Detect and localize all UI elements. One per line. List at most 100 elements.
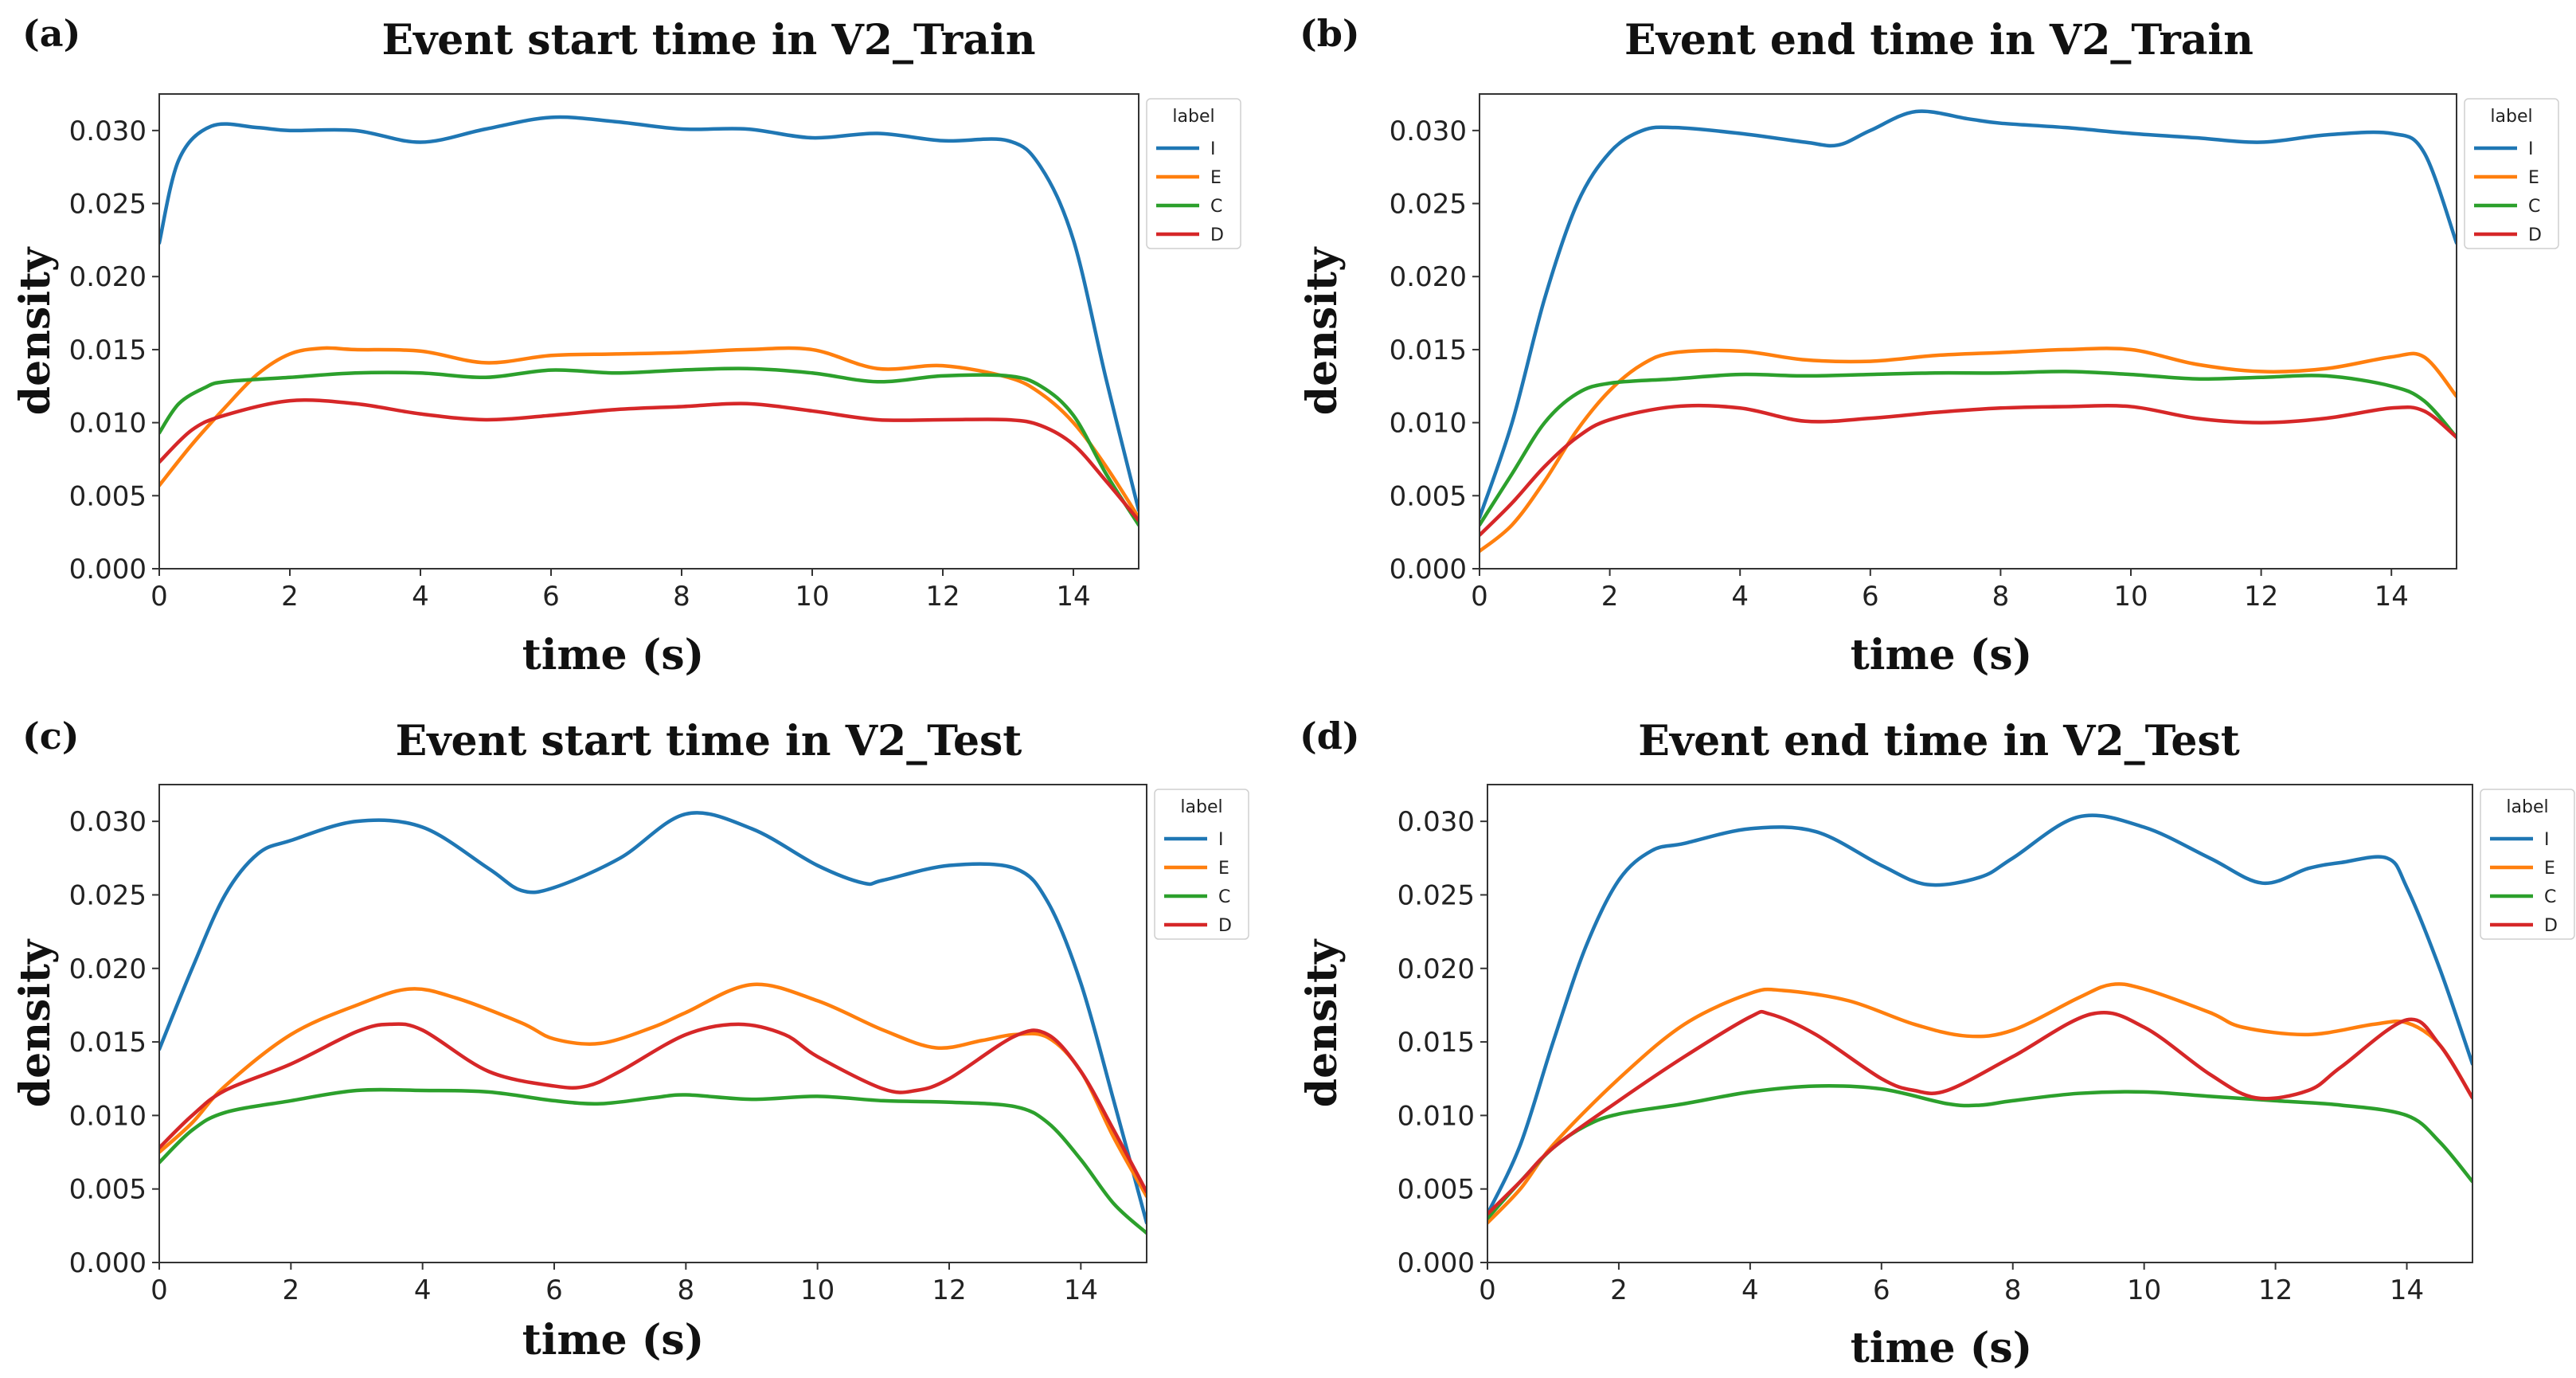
y-tick-label: 0.025 bbox=[69, 879, 147, 911]
x-tick-label: 0 bbox=[150, 581, 168, 613]
chart-title: Event end time in V2_Train bbox=[1624, 16, 2254, 65]
y-axis-label: density bbox=[11, 246, 60, 415]
x-tick-label: 0 bbox=[1479, 1274, 1496, 1306]
chart-panel-4: (d) Event end time in V2_Test 0 2 4 6 8 10 12 14 0… bbox=[1298, 714, 2575, 1372]
y-tick-label: 0.010 bbox=[1390, 408, 1467, 440]
y-tick-label: 0.000 bbox=[69, 1247, 147, 1279]
legend-label-C: C bbox=[2528, 197, 2540, 217]
x-tick-label: 6 bbox=[545, 1274, 563, 1306]
series-line-I bbox=[1487, 813, 2472, 1216]
legend-title: label bbox=[1180, 797, 1222, 817]
y-tick-label: 0.015 bbox=[69, 335, 147, 366]
y-tick-label: 0.020 bbox=[69, 261, 147, 293]
panel-label: (b) bbox=[1300, 12, 1360, 55]
legend-label-E: E bbox=[2528, 168, 2539, 188]
legend-label-E: E bbox=[2544, 859, 2555, 879]
legend-label-E: E bbox=[1218, 859, 1229, 879]
y-tick-label: 0.015 bbox=[69, 1027, 147, 1059]
legend-box bbox=[2480, 789, 2575, 940]
x-tick-label: 14 bbox=[1064, 1274, 1098, 1306]
legend-label-C: C bbox=[2544, 887, 2556, 907]
x-tick-label: 12 bbox=[932, 1274, 966, 1306]
y-tick-label: 0.010 bbox=[1397, 1100, 1475, 1132]
x-tick-label: 4 bbox=[414, 1274, 432, 1306]
y-tick-label: 0.020 bbox=[1390, 261, 1467, 293]
legend-label-C: C bbox=[1210, 197, 1222, 217]
y-tick-label: 0.030 bbox=[1397, 806, 1475, 838]
chart-panel-1: (a) Event start time in V2_Train 0 2 4 6 8 10 12… bbox=[11, 12, 1241, 679]
y-tick-label: 0.020 bbox=[69, 953, 147, 985]
legend-label-D: D bbox=[1218, 916, 1232, 936]
series-line-D bbox=[1487, 1009, 2472, 1216]
y-tick-label: 0.000 bbox=[69, 554, 147, 585]
y-tick-label: 0.005 bbox=[1397, 1174, 1475, 1206]
legend-label-D: D bbox=[2528, 225, 2542, 245]
x-tick-label: 10 bbox=[2127, 1274, 2161, 1306]
series-line-D bbox=[1480, 403, 2457, 538]
chart-title: Event end time in V2_Test bbox=[1638, 717, 2240, 765]
y-tick-label: 0.030 bbox=[69, 806, 147, 838]
legend-label-C: C bbox=[1218, 887, 1230, 907]
y-tick-label: 0.005 bbox=[69, 480, 147, 512]
x-tick-label: 12 bbox=[925, 581, 960, 613]
legend-title: label bbox=[2506, 797, 2548, 817]
x-tick-label: 8 bbox=[1992, 581, 2010, 613]
y-axis-label: density bbox=[1298, 246, 1347, 415]
x-tick-label: 2 bbox=[281, 581, 299, 613]
legend-label-I: I bbox=[2544, 830, 2550, 850]
plot-frame bbox=[158, 93, 1139, 570]
series-group bbox=[1487, 813, 2472, 1225]
x-axis-label: time (s) bbox=[522, 1316, 704, 1364]
y-tick-label: 0.020 bbox=[1397, 953, 1475, 985]
legend-label-D: D bbox=[1210, 225, 1224, 245]
x-tick-label: 6 bbox=[1862, 581, 1879, 613]
x-tick-label: 14 bbox=[2375, 581, 2409, 613]
legend-label-I: I bbox=[1218, 830, 1224, 850]
panel-label: (c) bbox=[22, 714, 80, 758]
series-line-D bbox=[159, 1022, 1147, 1194]
x-tick-label: 10 bbox=[795, 581, 829, 613]
y-axis-label: density bbox=[1298, 938, 1347, 1107]
legend-label-I: I bbox=[1210, 139, 1216, 159]
legend-box bbox=[2464, 98, 2559, 249]
y-tick-label: 0.010 bbox=[69, 408, 147, 440]
series-line-D bbox=[159, 398, 1139, 523]
series-line-C bbox=[1480, 370, 2457, 527]
x-tick-label: 2 bbox=[1601, 581, 1619, 613]
legend-box bbox=[1154, 789, 1249, 940]
y-tick-label: 0.015 bbox=[1390, 335, 1467, 366]
y-tick-label: 0.005 bbox=[1390, 480, 1467, 512]
chart-panel-2: (b) Event end time in V2_Train 0 2 4 6 8 10 12 14… bbox=[1298, 12, 2559, 679]
x-axis-label: time (s) bbox=[522, 631, 704, 679]
x-tick-label: 10 bbox=[800, 1274, 835, 1306]
series-line-E bbox=[1480, 346, 2457, 554]
x-tick-label: 12 bbox=[2258, 1274, 2293, 1306]
y-tick-label: 0.030 bbox=[69, 115, 147, 147]
x-tick-label: 12 bbox=[2244, 581, 2278, 613]
series-line-C bbox=[159, 1087, 1147, 1235]
series-line-E bbox=[159, 982, 1147, 1199]
x-tick-label: 2 bbox=[283, 1274, 300, 1306]
series-line-I bbox=[159, 115, 1139, 512]
x-tick-label: 6 bbox=[542, 581, 560, 613]
series-line-I bbox=[1480, 109, 2457, 520]
plot-frame bbox=[1479, 93, 2457, 570]
x-tick-label: 8 bbox=[678, 1274, 695, 1306]
x-tick-label: 4 bbox=[412, 581, 429, 613]
series-line-C bbox=[159, 366, 1139, 527]
y-tick-label: 0.025 bbox=[1390, 189, 1467, 221]
x-tick-label: 6 bbox=[1873, 1274, 1890, 1306]
legend-label-E: E bbox=[1210, 168, 1222, 188]
series-group bbox=[159, 115, 1139, 527]
y-tick-label: 0.000 bbox=[1397, 1247, 1475, 1279]
plot-frame bbox=[158, 784, 1147, 1263]
y-tick-label: 0.025 bbox=[1397, 879, 1475, 911]
series-line-E bbox=[1487, 982, 2472, 1225]
series-group bbox=[159, 811, 1147, 1235]
x-tick-label: 4 bbox=[1741, 1274, 1759, 1306]
y-tick-label: 0.010 bbox=[69, 1100, 147, 1132]
